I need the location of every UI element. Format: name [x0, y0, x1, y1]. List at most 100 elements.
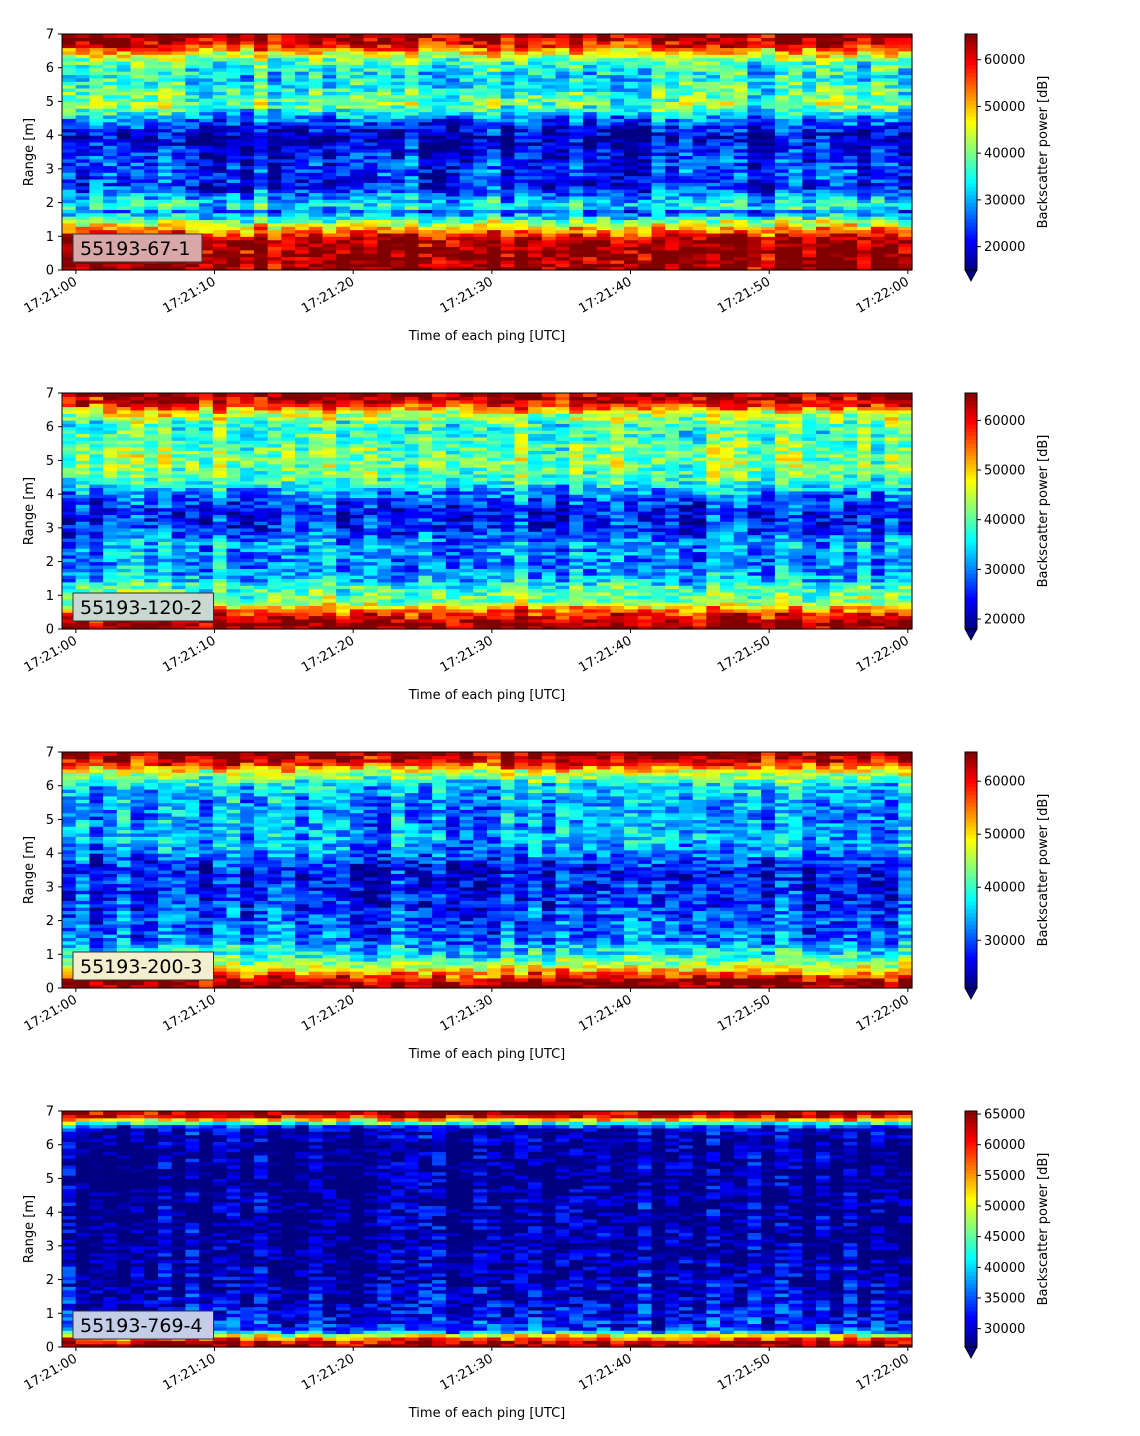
heatmap-cell [487, 47, 501, 51]
colorbar-segment [965, 254, 977, 259]
heatmap-cell [309, 118, 323, 122]
heatmap-cell [898, 47, 912, 51]
heatmap-cell [227, 165, 241, 169]
heatmap-cell [295, 236, 309, 240]
heatmap-cell [446, 71, 460, 75]
heatmap-cell [501, 236, 515, 240]
heatmap-cell [747, 118, 761, 122]
colorbar-tick-label: 40000 [984, 147, 1025, 162]
heatmap-cell [446, 47, 460, 51]
heatmap-cell [652, 213, 666, 217]
heatmap-cell [720, 34, 734, 38]
heatmap-cell [898, 165, 912, 169]
heatmap-cell [103, 477, 117, 481]
heatmap-cell [789, 236, 803, 240]
heatmap-cell [460, 142, 474, 146]
heatmap-cell [624, 95, 638, 99]
heatmap-cell [693, 213, 707, 217]
heatmap-cell [254, 95, 268, 99]
heatmap-cell [501, 71, 515, 75]
heatmap-cell [802, 34, 816, 38]
heatmap-cell [624, 165, 638, 169]
heatmap-cell [583, 142, 597, 146]
heatmap-cell [418, 165, 432, 169]
heatmap-cell [460, 189, 474, 193]
heatmap-cell [556, 34, 570, 38]
heatmap-cell [885, 213, 899, 217]
heatmap-cell [103, 393, 117, 397]
heatmap-cell [720, 189, 734, 193]
heatmap-cell [597, 95, 611, 99]
heatmap-cell [720, 118, 734, 122]
colorbar-segment [965, 168, 977, 173]
heatmap-cell [185, 213, 199, 217]
heatmap-cell [405, 118, 419, 122]
heatmap-cell [350, 189, 364, 193]
heatmap-cell [665, 34, 679, 38]
heatmap-cell [556, 71, 570, 75]
heatmap-cell [117, 213, 131, 217]
heatmap-cell [706, 71, 720, 75]
heatmap-cell [597, 260, 611, 264]
colorbar-label: Backscatter power [dB] [1036, 76, 1051, 229]
heatmap-cell [227, 95, 241, 99]
heatmap-cell [144, 118, 158, 122]
heatmap-cell [103, 213, 117, 217]
heatmap-cell [268, 71, 282, 75]
heatmap-cell [199, 95, 213, 99]
heatmap-cell [350, 95, 364, 99]
heatmap-cell [789, 260, 803, 264]
heatmap-cell [432, 142, 446, 146]
heatmap-cell [322, 213, 336, 217]
heatmap-cell [501, 142, 515, 146]
heatmap-cell [213, 260, 227, 264]
heatmap-cell [528, 142, 542, 146]
heatmap-cell [131, 142, 145, 146]
colorbar-extend-arrow [965, 270, 977, 281]
heatmap-cell [871, 260, 885, 264]
colorbar-segment [965, 77, 977, 82]
heatmap-cell [665, 118, 679, 122]
heatmap-cell [857, 260, 871, 264]
heatmap-cell [597, 34, 611, 38]
heatmap-cell [885, 165, 899, 169]
heatmap-cell [89, 406, 103, 410]
heatmap-cell [418, 71, 432, 75]
heatmap-cell [405, 34, 419, 38]
heatmap-cell [885, 34, 899, 38]
heatmap-cell [364, 213, 378, 217]
heatmap-cell [268, 260, 282, 264]
panel-label: 55193-67-1 [80, 238, 190, 260]
heatmap-cell [473, 165, 487, 169]
heatmap-cell [528, 213, 542, 217]
heatmap-cell [734, 95, 748, 99]
heatmap-cell [830, 71, 844, 75]
heatmap-cell [789, 118, 803, 122]
heatmap-cell [802, 142, 816, 146]
heatmap-cell [514, 236, 528, 240]
x-axis-label: Time of each ping [UTC] [408, 329, 566, 344]
heatmap-cell [117, 71, 131, 75]
heatmap-cell [295, 142, 309, 146]
heatmap-cell [240, 189, 254, 193]
heatmap-cell [364, 142, 378, 146]
heatmap-cell [131, 213, 145, 217]
heatmap-cell [583, 236, 597, 240]
heatmap-cell [172, 213, 186, 217]
heatmap-cell [240, 118, 254, 122]
heatmap-cell [131, 430, 145, 434]
heatmap-cell [610, 142, 624, 146]
heatmap-cell [843, 213, 857, 217]
heatmap-cell [322, 142, 336, 146]
heatmap-cell [89, 501, 103, 505]
heatmap-cell [144, 393, 158, 397]
heatmap-cell [377, 34, 391, 38]
heatmap-cell [240, 34, 254, 38]
heatmap-cell [131, 34, 145, 38]
heatmap-cell [240, 260, 254, 264]
heatmap-cell [199, 165, 213, 169]
heatmap-cell [144, 189, 158, 193]
heatmap-cell [885, 118, 899, 122]
colorbar-segment [965, 187, 977, 192]
heatmap-cell [679, 236, 693, 240]
